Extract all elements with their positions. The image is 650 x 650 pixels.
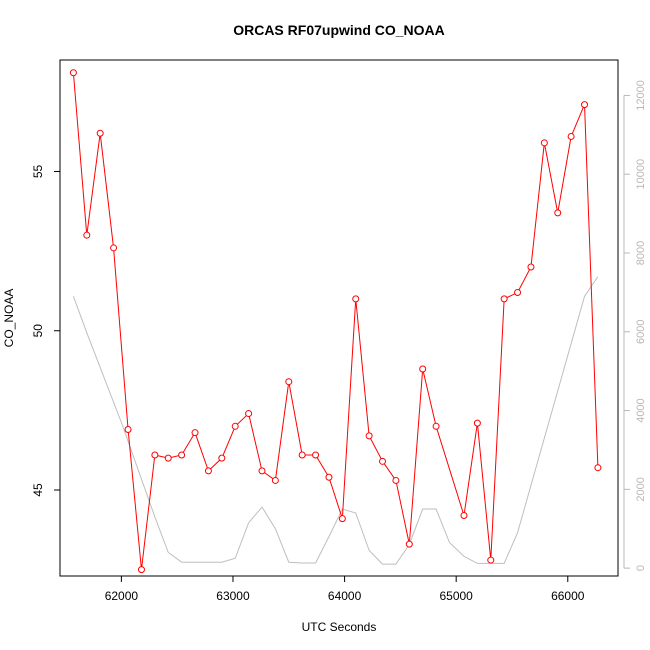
plot-frame (59, 59, 619, 577)
data-point-4 (124, 425, 132, 433)
y2-tick-label-4: 8000 (635, 241, 647, 265)
y-axis-label: CO_NOAA (2, 289, 16, 348)
data-point-5 (137, 566, 145, 574)
data-point-13 (245, 410, 253, 418)
data-point-9 (191, 429, 199, 437)
y2-tick-label-3: 6000 (635, 320, 647, 344)
x-tick-label-1: 63000 (216, 589, 250, 603)
x-tick-label-4: 66000 (551, 589, 585, 603)
y-tick-label-1: 50 (31, 324, 45, 338)
y2-tick-label-0: 0 (635, 565, 647, 571)
data-point-0 (69, 69, 77, 77)
y2-tick-label-1: 2000 (635, 477, 647, 501)
data-point-6 (151, 451, 159, 459)
x-axis-label: UTC Seconds (302, 620, 377, 634)
data-point-36 (567, 132, 575, 140)
data-point-38 (594, 464, 602, 472)
data-point-37 (581, 101, 589, 109)
series-layer (69, 69, 602, 574)
data-point-27 (432, 422, 440, 430)
y2-tick-label-6: 12000 (635, 80, 647, 111)
data-point-7 (164, 454, 172, 462)
data-point-23 (379, 457, 387, 465)
y-tick-label-0: 45 (31, 483, 45, 497)
data-point-33 (527, 263, 535, 271)
data-point-26 (419, 365, 427, 373)
data-point-14 (258, 467, 266, 475)
data-point-10 (204, 467, 212, 475)
data-point-1 (83, 231, 91, 239)
data-point-28 (460, 511, 468, 519)
data-point-25 (405, 540, 413, 548)
data-point-15 (271, 476, 279, 484)
y2-tick-label-5: 10000 (635, 159, 647, 190)
data-point-19 (325, 473, 333, 481)
data-point-32 (514, 289, 522, 297)
data-point-2 (96, 129, 104, 137)
data-point-3 (110, 244, 118, 252)
data-point-11 (218, 454, 226, 462)
x-tick-label-0: 62000 (105, 589, 139, 603)
data-point-18 (312, 451, 320, 459)
data-point-16 (285, 378, 293, 386)
data-point-35 (554, 209, 562, 217)
data-point-34 (540, 139, 548, 147)
data-point-20 (338, 515, 346, 523)
y2-tick-label-2: 4000 (635, 398, 647, 422)
series-secondary-line (72, 276, 599, 565)
data-point-31 (500, 295, 508, 303)
x-tick-label-2: 64000 (328, 589, 362, 603)
data-point-29 (473, 419, 481, 427)
axes: 62000 63000 64000 65000 66000 45 50 55 0 2000 4000… (31, 80, 647, 603)
data-point-24 (392, 476, 400, 484)
series-primary-line (72, 72, 599, 570)
data-point-8 (178, 451, 186, 459)
chart-title: ORCAS RF07upwind CO_NOAA (233, 22, 445, 38)
data-point-22 (365, 432, 373, 440)
data-point-30 (487, 556, 495, 564)
data-point-12 (231, 422, 239, 430)
data-point-17 (298, 451, 306, 459)
y-tick-label-2: 55 (31, 164, 45, 178)
x-tick-label-3: 65000 (439, 589, 473, 603)
data-point-21 (352, 295, 360, 303)
